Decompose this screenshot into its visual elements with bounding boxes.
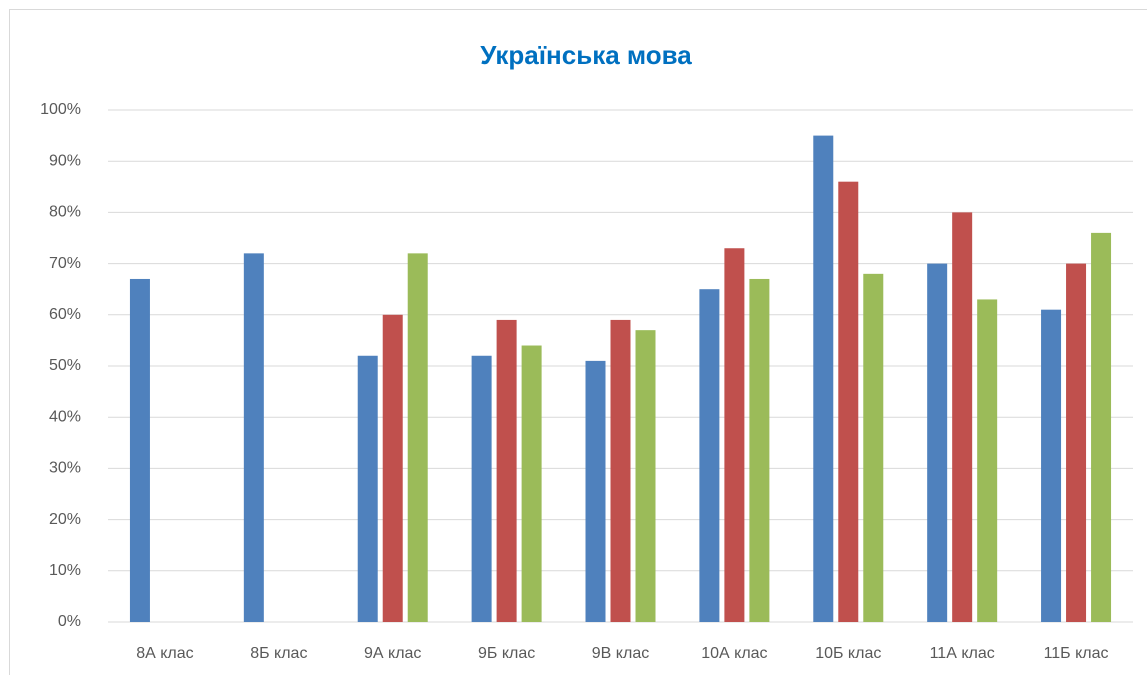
bar: [382, 314, 403, 622]
bar: [243, 253, 264, 623]
x-tick-label: 9А клас: [364, 645, 421, 662]
x-tick-label: 11А клас: [930, 645, 995, 662]
bar: [585, 360, 606, 622]
y-tick-label: 50%: [49, 357, 81, 374]
y-tick-label: 20%: [49, 511, 81, 528]
bar: [838, 181, 859, 622]
bar: [635, 330, 656, 622]
x-tick-label: 8А клас: [136, 645, 193, 662]
bar: [610, 319, 631, 622]
y-tick-label: 40%: [49, 408, 81, 425]
x-tick-label: 10Б клас: [815, 645, 881, 662]
x-tick-label: 9Б клас: [478, 645, 535, 662]
bar: [1066, 263, 1087, 622]
bar: [724, 248, 745, 623]
bar: [699, 289, 720, 622]
chart-title: Українська мова: [480, 40, 692, 70]
x-tick-label: 9В клас: [592, 645, 649, 662]
bar: [407, 253, 428, 623]
bar: [129, 278, 150, 622]
y-tick-label: 60%: [49, 306, 81, 323]
y-tick-label: 90%: [49, 152, 81, 169]
bar: [471, 355, 492, 622]
bar: [952, 212, 973, 622]
x-tick-label: 8Б клас: [250, 645, 307, 662]
bar: [977, 299, 998, 622]
bar: [521, 345, 542, 622]
bar: [813, 135, 834, 622]
bar: [357, 355, 378, 622]
chart-border: [9, 9, 1147, 675]
x-tick-label: 10А клас: [701, 645, 767, 662]
y-tick-label: 10%: [49, 562, 81, 579]
x-tick-label: 11Б клас: [1044, 645, 1109, 662]
bar: [1091, 232, 1112, 622]
bar: [863, 273, 884, 622]
bar: [927, 263, 948, 622]
y-tick-label: 100%: [40, 101, 81, 118]
bar: [496, 319, 517, 622]
y-tick-label: 30%: [49, 460, 81, 477]
y-tick-label: 0%: [58, 613, 81, 630]
y-tick-label: 80%: [49, 204, 81, 221]
y-tick-label: 70%: [49, 255, 81, 272]
bar: [749, 278, 770, 622]
bar: [1041, 309, 1062, 622]
